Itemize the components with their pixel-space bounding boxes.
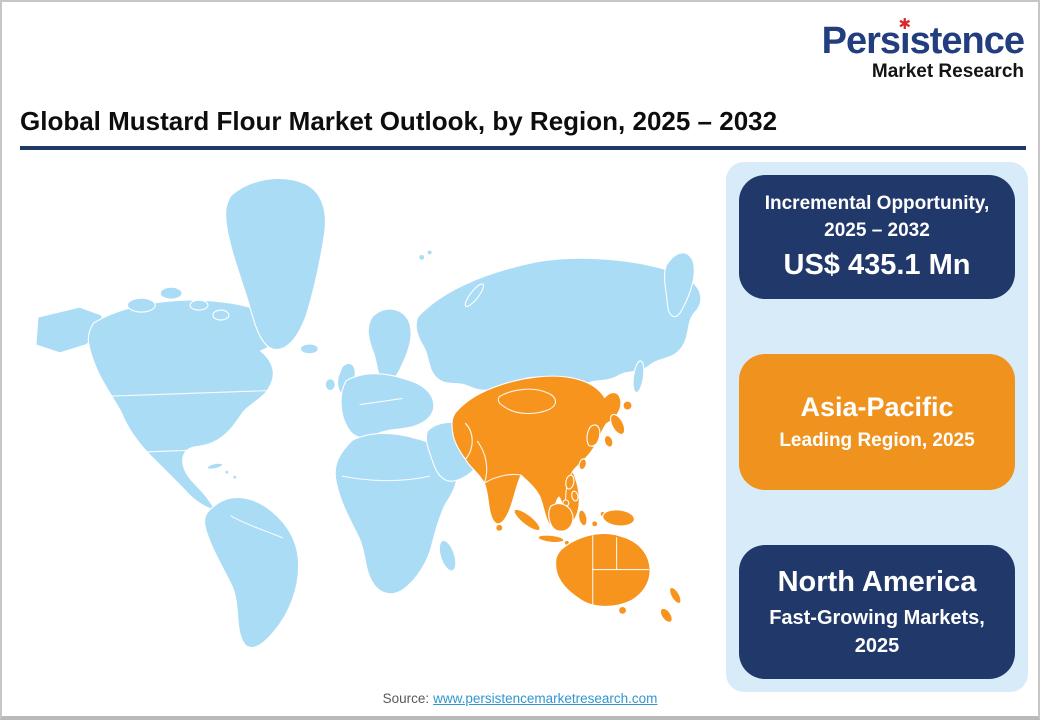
source-line: Source: www.persistencemarketresearch.com bbox=[383, 691, 658, 706]
incremental-opportunity-period: 2025 – 2032 bbox=[824, 220, 930, 242]
incremental-opportunity-label: Incremental Opportunity, bbox=[764, 192, 990, 214]
map-highlight-asia-pacific bbox=[451, 375, 682, 623]
incremental-opportunity-value: US$ 435.1 Mn bbox=[783, 248, 971, 281]
summary-panel: Incremental Opportunity, 2025 – 2032 US$… bbox=[726, 162, 1028, 692]
leading-region-name: Asia-Pacific bbox=[800, 391, 954, 422]
logo-brand-part3: stence bbox=[909, 20, 1025, 62]
title-underline bbox=[20, 146, 1026, 150]
source-label: Source: bbox=[382, 691, 430, 706]
card-fast-growing-region: North America Fast-Growing Markets, 2025 bbox=[739, 545, 1015, 679]
source-link[interactable]: www.persistencemarketresearch.com bbox=[433, 691, 658, 706]
leading-region-label: Leading Region, 2025 bbox=[779, 429, 975, 451]
logo-star-icon: ✱ bbox=[898, 16, 912, 33]
world-map bbox=[22, 162, 718, 667]
card-incremental-opportunity: Incremental Opportunity, 2025 – 2032 US$… bbox=[739, 175, 1015, 299]
logo-brand-part2: ı bbox=[900, 20, 911, 62]
pmr-logo: Persı ✱ stence Market Research bbox=[821, 17, 1025, 82]
fast-growing-region-name: North America bbox=[777, 565, 977, 598]
logo-subtitle: Market Research bbox=[871, 61, 1024, 82]
logo-brand-part1: Pers bbox=[821, 20, 901, 62]
card-leading-region: Asia-Pacific Leading Region, 2025 bbox=[739, 354, 1015, 490]
fast-growing-region-label: Fast-Growing Markets, 2025 bbox=[769, 607, 985, 658]
world-map-svg bbox=[35, 178, 702, 649]
page-title: Global Mustard Flour Market Outlook, by … bbox=[20, 106, 778, 136]
map-base-regions bbox=[35, 178, 702, 649]
logo-brand-text: Persı ✱ stence bbox=[821, 17, 1025, 62]
logo-brand-i: ı ✱ bbox=[899, 17, 912, 62]
